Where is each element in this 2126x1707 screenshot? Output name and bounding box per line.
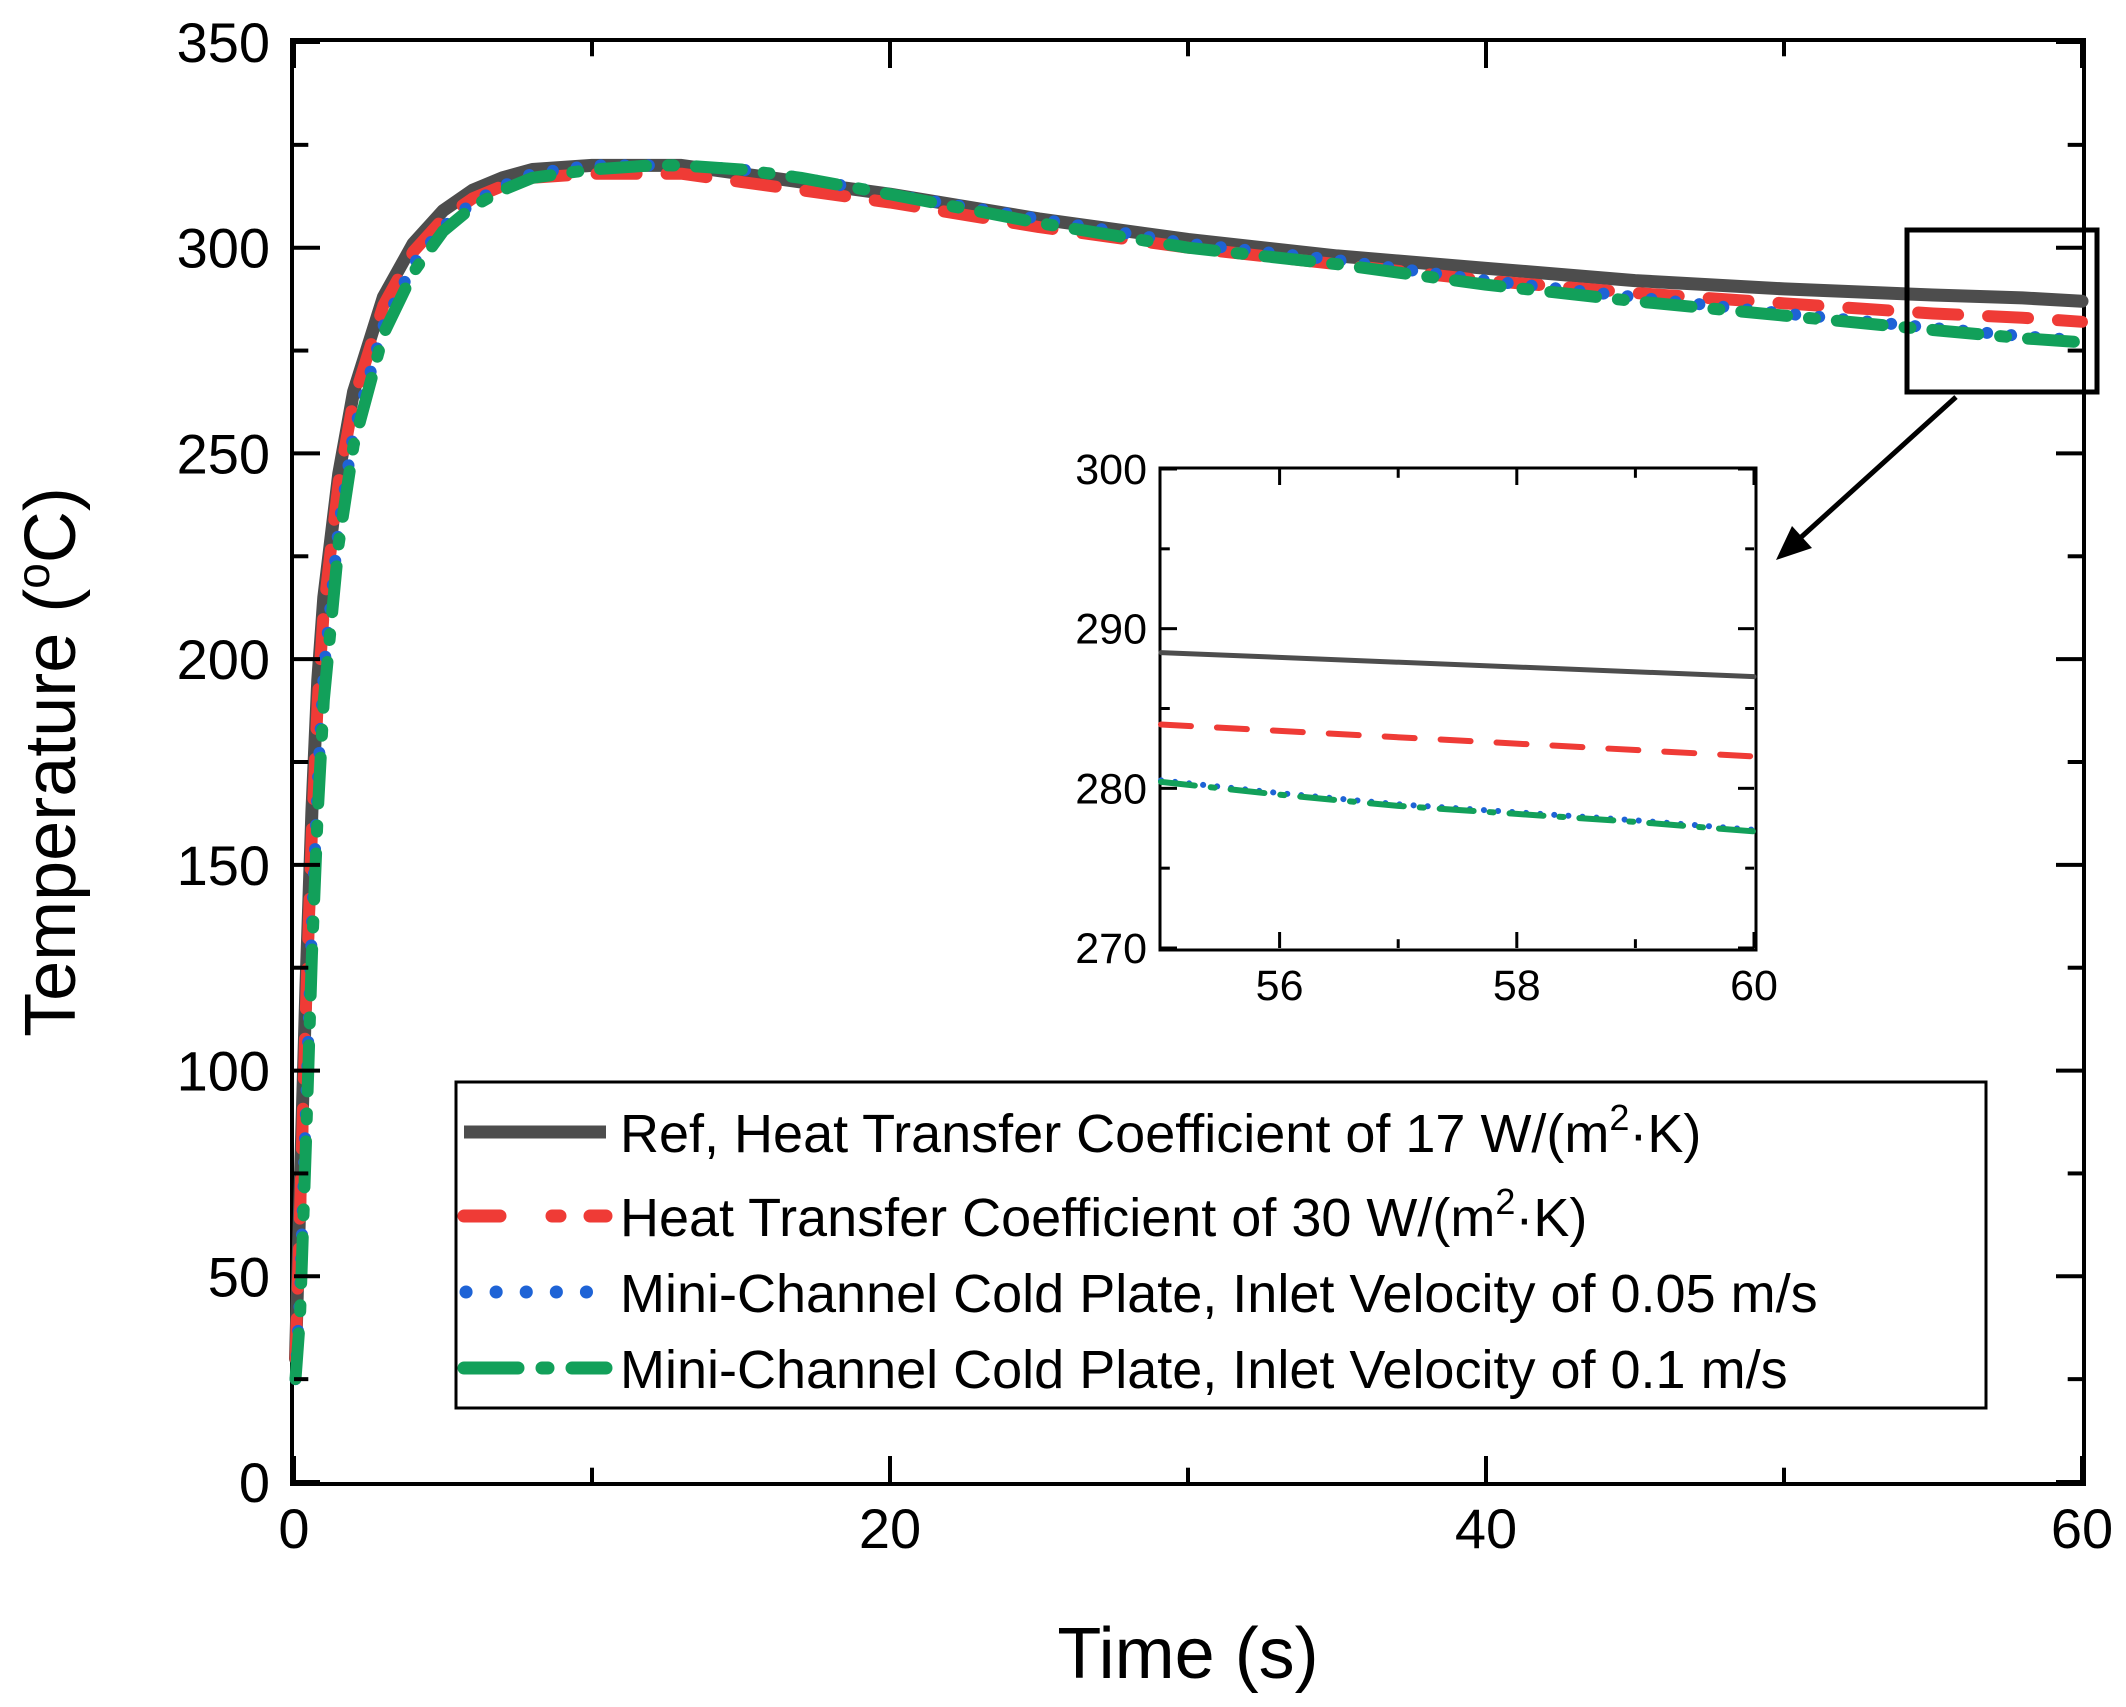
inset-axis-ticks: 56 58 60 270 280 290 300 bbox=[1075, 446, 1778, 1010]
inset-x-tick-label: 60 bbox=[1730, 962, 1778, 1010]
main-axis-ticks: 0 20 40 60 0 50 100 150 200 250 300 350 bbox=[177, 11, 2114, 1560]
main-y-tick-label: 150 bbox=[177, 834, 270, 897]
inset-x-tick-label: 56 bbox=[1256, 962, 1304, 1010]
main-x-tick-label: 60 bbox=[2051, 1497, 2113, 1560]
inset-series-line-1 bbox=[1158, 721, 1757, 760]
legend-label-mini-005: Mini-Channel Cold Plate, Inlet Velocity … bbox=[620, 1264, 1818, 1324]
main-series-line-3 bbox=[289, 159, 2088, 1386]
main-y-tick-label: 350 bbox=[177, 11, 270, 74]
inset-plot-area bbox=[1158, 466, 1758, 952]
inset-y-tick-label: 300 bbox=[1075, 446, 1147, 494]
zoom-arrow-head bbox=[1776, 526, 1812, 560]
legend-label-htc-30: Heat Transfer Coefficient of 30 W/(m2·K) bbox=[620, 1181, 1587, 1248]
inset-y-tick-label: 280 bbox=[1075, 765, 1147, 813]
main-y-tick-label: 300 bbox=[177, 217, 270, 280]
y-axis-title: Temperature (oC) bbox=[7, 487, 91, 1037]
main-x-tick-label: 40 bbox=[1455, 1497, 1517, 1560]
inset-y-tick-label: 290 bbox=[1075, 606, 1147, 654]
main-y-tick-label: 0 bbox=[239, 1451, 270, 1514]
inset-series-group bbox=[1158, 650, 1757, 835]
inset-x-tick-label: 58 bbox=[1493, 962, 1541, 1010]
inset-series-line-0 bbox=[1158, 650, 1757, 680]
inset-series-line-3 bbox=[1158, 778, 1757, 835]
y-axis-title-degree: o bbox=[7, 563, 59, 589]
legend-label-mini-01: Mini-Channel Cold Plate, Inlet Velocity … bbox=[620, 1340, 1788, 1400]
legend-box bbox=[454, 1080, 1988, 1410]
zoom-region-box bbox=[1904, 227, 2100, 395]
x-axis-title: Time (s) bbox=[1057, 1614, 1318, 1694]
main-y-tick-label: 250 bbox=[177, 422, 270, 485]
legend-label-ref-17: Ref, Heat Transfer Coefficient of 17 W/(… bbox=[620, 1097, 1701, 1164]
main-y-tick-label: 100 bbox=[177, 1040, 270, 1103]
main-y-tick-label: 50 bbox=[208, 1245, 270, 1308]
zoom-arrow-shaft bbox=[1796, 395, 1958, 542]
main-x-tick-label: 0 bbox=[278, 1497, 309, 1560]
main-x-tick-label: 20 bbox=[859, 1497, 921, 1560]
inset-chart: 56 58 60 270 280 290 300 bbox=[1075, 446, 1778, 1010]
main-y-tick-label: 200 bbox=[177, 628, 270, 691]
main-series-group bbox=[289, 158, 2089, 1386]
legend: Ref, Heat Transfer Coefficient of 17 W/(… bbox=[454, 1080, 1988, 1410]
inset-y-tick-label: 270 bbox=[1075, 925, 1147, 973]
